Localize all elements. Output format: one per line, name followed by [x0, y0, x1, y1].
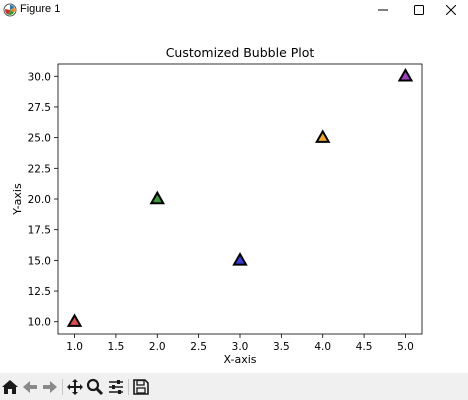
window-titlebar: Figure 1 — [0, 0, 468, 21]
x-tick-label: 2.0 — [149, 341, 166, 353]
y-tick-label: 10.0 — [28, 317, 51, 329]
plot-area — [57, 63, 423, 335]
y-axis-label: Y-axis — [11, 183, 24, 216]
data-point-marker — [149, 190, 165, 205]
x-tick-label: 5.0 — [397, 341, 414, 353]
data-point-marker — [66, 313, 83, 327]
y-tick-label: 22.5 — [28, 163, 51, 175]
x-tick-label: 3.5 — [273, 341, 290, 353]
move-icon — [67, 379, 83, 395]
y-tick-label: 12.5 — [28, 286, 51, 298]
y-tick-label: 20.0 — [28, 194, 51, 206]
navigation-toolbar — [0, 373, 468, 400]
home-icon — [2, 380, 18, 394]
save-icon — [133, 379, 149, 395]
scatter-chart: Customized Bubble Plot 10.0 12.5 15.0 17.5 2… — [11, 45, 423, 366]
home-button[interactable] — [0, 377, 20, 397]
maximize-icon — [414, 5, 424, 15]
x-tick-label: 3.0 — [232, 341, 249, 353]
maximize-button[interactable] — [400, 0, 438, 20]
toolbar-separator — [128, 379, 129, 395]
x-axis: 1.0 1.5 2.0 2.5 3.0 3.5 4.0 4.5 5.0 — [66, 334, 414, 353]
y-tick-label: 17.5 — [28, 225, 51, 237]
configure-subplots-button[interactable] — [106, 377, 126, 397]
sliders-icon — [109, 380, 123, 394]
y-tick-label: 25.0 — [28, 133, 51, 145]
x-axis-label: X-axis — [224, 353, 257, 366]
zoom-button[interactable] — [85, 377, 105, 397]
x-tick-label: 1.0 — [66, 341, 83, 353]
minimize-icon — [378, 9, 388, 11]
toolbar-separator — [62, 379, 63, 395]
back-button[interactable] — [20, 377, 40, 397]
matplotlib-icon — [3, 2, 17, 17]
data-points — [66, 67, 414, 327]
x-tick-label: 4.0 — [314, 341, 331, 353]
close-button[interactable] — [432, 0, 468, 20]
close-icon — [446, 5, 456, 15]
pan-button[interactable] — [65, 377, 85, 397]
minimize-button[interactable] — [364, 0, 402, 20]
arrow-left-icon — [23, 381, 37, 393]
zoom-icon — [86, 378, 104, 396]
data-point-marker — [232, 252, 248, 266]
arrow-right-icon — [43, 381, 57, 393]
x-tick-label: 1.5 — [108, 341, 125, 353]
data-point-marker — [315, 129, 331, 143]
data-point-marker — [397, 67, 414, 82]
chart-title: Customized Bubble Plot — [166, 45, 315, 60]
y-tick-label: 27.5 — [28, 102, 51, 114]
window-title: Figure 1 — [20, 3, 61, 15]
figure-canvas: Customized Bubble Plot 10.0 12.5 15.0 17.5 2… — [0, 20, 468, 373]
y-tick-label: 30.0 — [28, 71, 51, 83]
save-button[interactable] — [131, 377, 151, 397]
x-tick-label: 4.5 — [356, 341, 373, 353]
forward-button[interactable] — [40, 377, 60, 397]
x-tick-label: 2.5 — [190, 341, 207, 353]
y-axis: 10.0 12.5 15.0 17.5 20.0 22.5 25.0 27.5 30.0 — [28, 71, 58, 329]
y-tick-label: 15.0 — [28, 255, 51, 267]
